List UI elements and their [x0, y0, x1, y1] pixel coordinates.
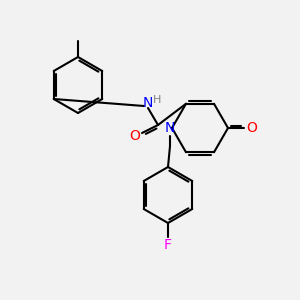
Text: N: N	[165, 121, 175, 135]
Text: H: H	[153, 95, 161, 105]
Text: O: O	[130, 129, 140, 143]
Text: O: O	[247, 121, 257, 135]
Text: F: F	[164, 238, 172, 252]
Text: N: N	[143, 96, 153, 110]
